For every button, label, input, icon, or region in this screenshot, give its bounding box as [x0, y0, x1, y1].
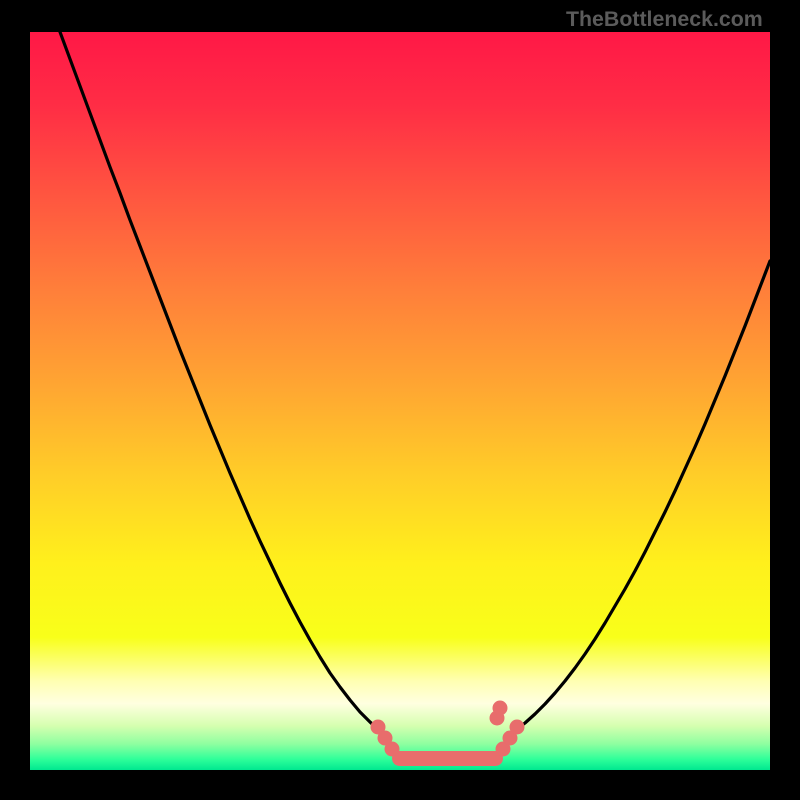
valley-dot	[493, 701, 508, 716]
attribution-watermark: TheBottleneck.com	[566, 7, 763, 32]
valley-dot	[510, 720, 525, 735]
right-bottleneck-curve	[517, 261, 770, 729]
bottleneck-chart: TheBottleneck.com	[0, 0, 800, 800]
valley-dot	[385, 742, 400, 757]
curve-overlay	[0, 0, 800, 800]
valley-bar	[392, 751, 503, 766]
left-bottleneck-curve	[60, 32, 378, 729]
plot-area	[30, 32, 770, 770]
